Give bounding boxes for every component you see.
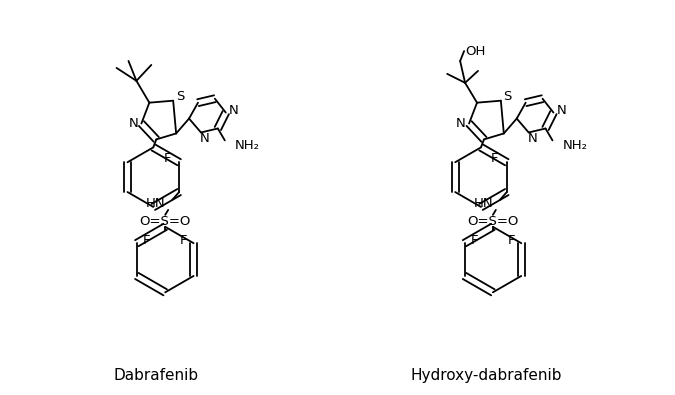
Text: F: F <box>508 234 515 247</box>
Text: F: F <box>180 234 188 247</box>
Text: F: F <box>491 152 499 165</box>
Text: Dabrafenib: Dabrafenib <box>113 368 199 383</box>
Text: N: N <box>229 104 238 117</box>
Text: OH: OH <box>465 45 485 58</box>
Text: NH₂: NH₂ <box>235 139 260 152</box>
Text: F: F <box>470 234 478 247</box>
Text: F: F <box>163 152 171 165</box>
Text: N: N <box>456 117 466 130</box>
Text: S: S <box>176 90 184 103</box>
Text: F: F <box>143 234 151 247</box>
Text: O=S=O: O=S=O <box>467 215 518 228</box>
Text: N: N <box>528 132 537 145</box>
Text: N: N <box>200 132 210 145</box>
Text: N: N <box>128 117 138 130</box>
Text: S: S <box>504 90 512 103</box>
Text: O=S=O: O=S=O <box>140 215 191 228</box>
Text: HN: HN <box>473 198 493 211</box>
Text: HN: HN <box>146 198 165 211</box>
Text: Hydroxy-dabrafenib: Hydroxy-dabrafenib <box>410 368 562 383</box>
Text: N: N <box>557 104 566 117</box>
Text: NH₂: NH₂ <box>562 139 587 152</box>
